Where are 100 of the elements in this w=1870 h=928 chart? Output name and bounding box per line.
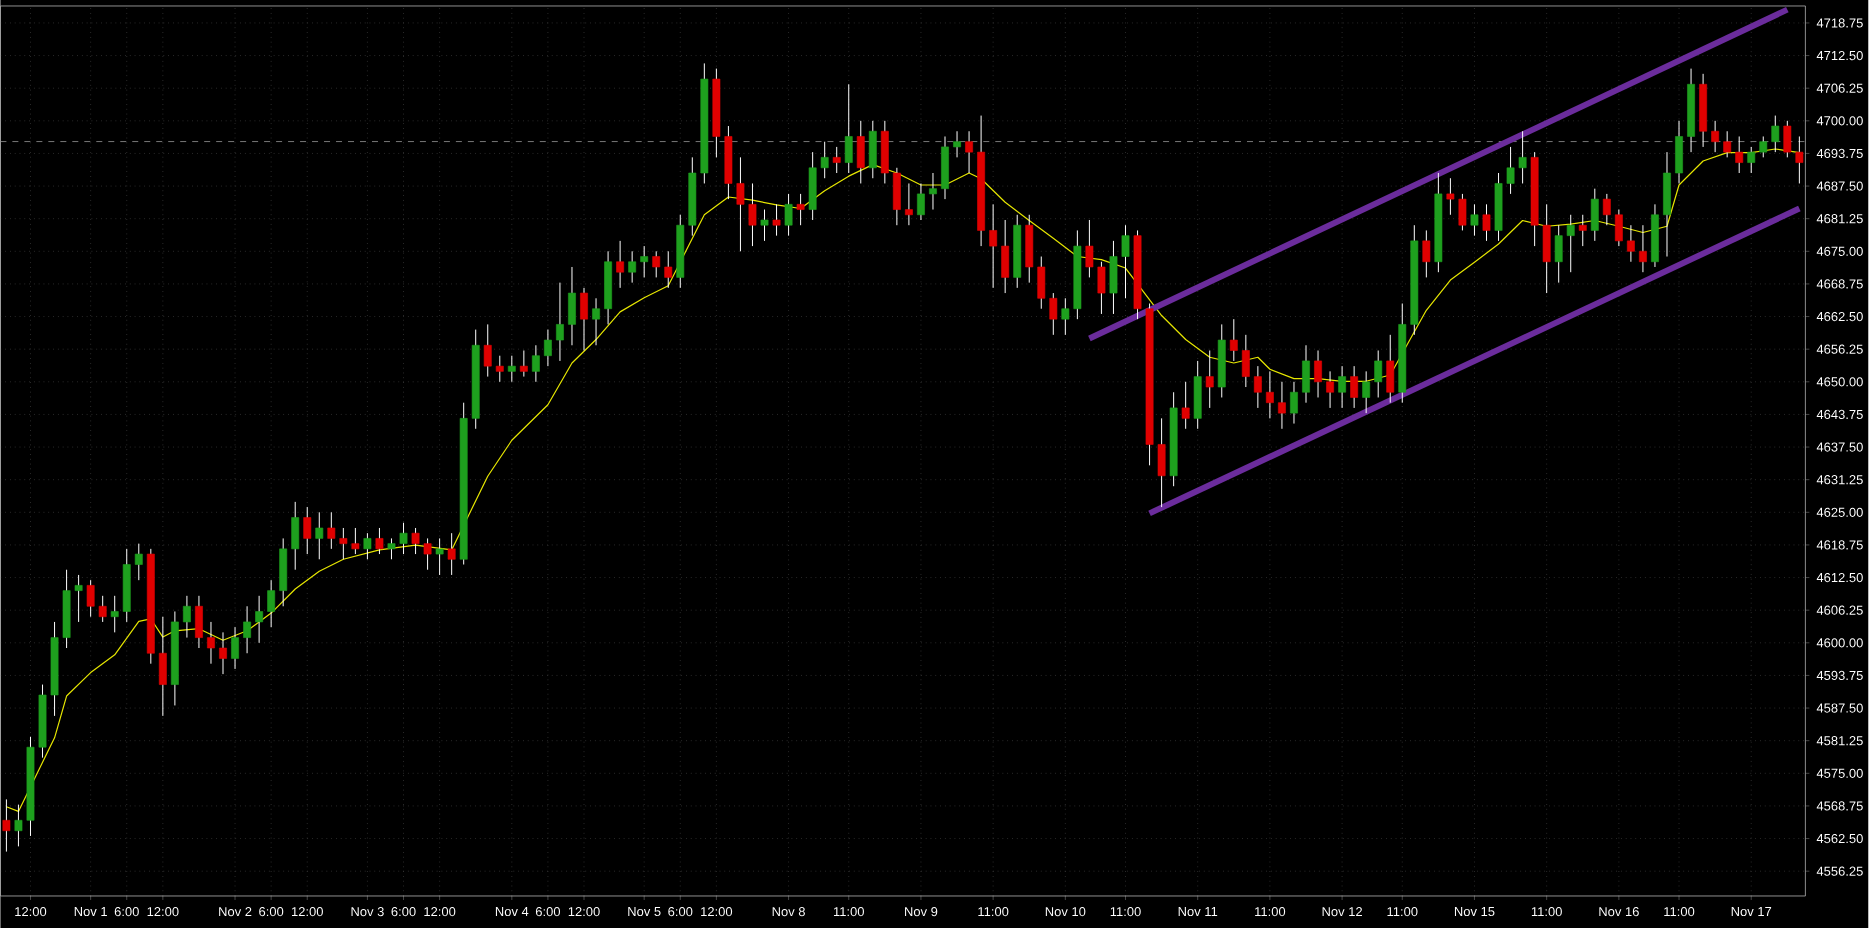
- candlestick: [1470, 203, 1479, 237]
- candlestick: [519, 350, 528, 378]
- candlestick: [592, 297, 600, 346]
- y-tick-label: 4718.75: [1816, 18, 1863, 28]
- x-tick-label: 11:00: [1110, 907, 1141, 917]
- y-tick-label: 4662.50: [1816, 312, 1863, 322]
- candlestick: [423, 537, 432, 571]
- candlestick: [495, 355, 504, 383]
- candlestick: [1374, 350, 1383, 398]
- x-tick-label: 12:00: [424, 907, 456, 917]
- y-tick-label: 4637.50: [1816, 442, 1863, 452]
- candlestick: [1314, 350, 1322, 398]
- candlestick: [1181, 381, 1190, 430]
- y-tick-label: 4631.25: [1816, 475, 1863, 485]
- x-tick-label: 12:00: [701, 907, 733, 917]
- y-tick-label: 4693.75: [1816, 148, 1863, 159]
- y-tick-label: 4612.50: [1816, 573, 1863, 583]
- y-tick-label: 4650.00: [1816, 377, 1863, 387]
- candlestick: [183, 595, 191, 639]
- candlestick: [556, 282, 564, 362]
- y-tick-label: 4562.50: [1816, 834, 1863, 844]
- y-tick-label: 4700.00: [1816, 116, 1863, 126]
- candlestick: [917, 182, 925, 221]
- candlestick: [1711, 120, 1720, 153]
- candlestick: [411, 527, 420, 555]
- y-tick-label: 4606.25: [1816, 605, 1863, 615]
- y-tick-label: 4556.25: [1816, 866, 1863, 876]
- x-tick-label: Nov 8: [772, 907, 805, 917]
- candlestick: [1266, 370, 1274, 419]
- candlestick: [1759, 136, 1768, 158]
- y-tick-label: 4681.25: [1816, 214, 1863, 224]
- candlestick: [628, 250, 637, 284]
- candlestick: [98, 595, 107, 623]
- y-tick-label: 4675.00: [1816, 246, 1863, 256]
- y-tick-label: 4712.50: [1816, 51, 1863, 61]
- candlestick: [387, 537, 396, 560]
- x-tick-label: 11:00: [1664, 907, 1695, 917]
- y-tick-label: 4618.75: [1816, 540, 1863, 550]
- x-tick-label: 12:00: [15, 907, 47, 917]
- candlestick: [965, 130, 973, 174]
- candlestick: [772, 203, 781, 237]
- candlestick: [1422, 229, 1431, 278]
- x-tick-label: 6:00: [391, 907, 416, 917]
- candlestick: [1049, 292, 1058, 336]
- candlestick: [447, 532, 456, 576]
- candlestick: [1446, 177, 1455, 216]
- candlestick: [86, 579, 95, 618]
- candlestick: [1121, 224, 1130, 299]
- x-tick-label: 11:00: [833, 907, 864, 917]
- candlestick: [1626, 224, 1635, 263]
- candlestick: [748, 182, 757, 247]
- x-tick-label: 6:00: [535, 907, 561, 917]
- x-tick-label: Nov 16: [1599, 907, 1639, 917]
- y-tick-label: 4581.25: [1816, 736, 1863, 746]
- candlestick: [1506, 146, 1515, 195]
- y-tick-label: 4575.00: [1816, 768, 1863, 778]
- candlestick: [134, 543, 143, 581]
- candlestick: [820, 141, 829, 179]
- candlestick: [652, 250, 661, 278]
- x-tick-label: 6:00: [114, 907, 139, 917]
- candlestick: [1578, 214, 1587, 247]
- y-tick-label: 4668.75: [1816, 279, 1863, 289]
- candlestick: [1061, 297, 1070, 336]
- candlestick: [375, 527, 384, 555]
- candlestick: [905, 182, 913, 226]
- candlestick: [1362, 370, 1371, 414]
- x-tick-label: 11:00: [1387, 907, 1418, 917]
- candlestick: [363, 532, 372, 560]
- x-tick-label: 11:00: [1531, 907, 1562, 917]
- y-tick-label: 4600.00: [1816, 638, 1863, 648]
- x-tick-label: 12:00: [147, 907, 179, 917]
- candlestick: [953, 130, 961, 158]
- y-tick-label: 4587.50: [1816, 703, 1863, 713]
- candlestick: [1085, 219, 1094, 278]
- x-tick-label: 12:00: [568, 907, 600, 917]
- candlestick: [339, 527, 348, 560]
- candlestick: [110, 595, 119, 633]
- candlestick: [303, 506, 312, 555]
- x-tick-label: Nov 1: [74, 907, 107, 917]
- candlestick: [1229, 318, 1238, 362]
- x-tick-label: Nov 5: [628, 907, 661, 917]
- x-tick-label: 11:00: [978, 907, 1009, 917]
- candlestick: [231, 626, 239, 670]
- candlestick: [399, 522, 408, 555]
- candlestick: [435, 537, 444, 576]
- candlestick: [74, 574, 83, 623]
- x-tick-label: Nov 10: [1045, 907, 1086, 917]
- x-tick-label: Nov 11: [1178, 907, 1218, 917]
- candlestick: [315, 511, 324, 560]
- candlestick: [207, 621, 215, 665]
- y-tick-label: 4706.25: [1816, 83, 1863, 93]
- candlestick: [1326, 370, 1334, 409]
- candlestick: [255, 595, 264, 644]
- y-tick-label: 4687.50: [1816, 181, 1863, 191]
- candlestick: [1253, 365, 1262, 409]
- candlestick: [832, 146, 841, 174]
- y-tick-label: 4625.00: [1816, 507, 1863, 517]
- x-tick-label: Nov 15: [1454, 907, 1495, 917]
- candlestick: [219, 631, 227, 675]
- candlestick: [243, 605, 251, 654]
